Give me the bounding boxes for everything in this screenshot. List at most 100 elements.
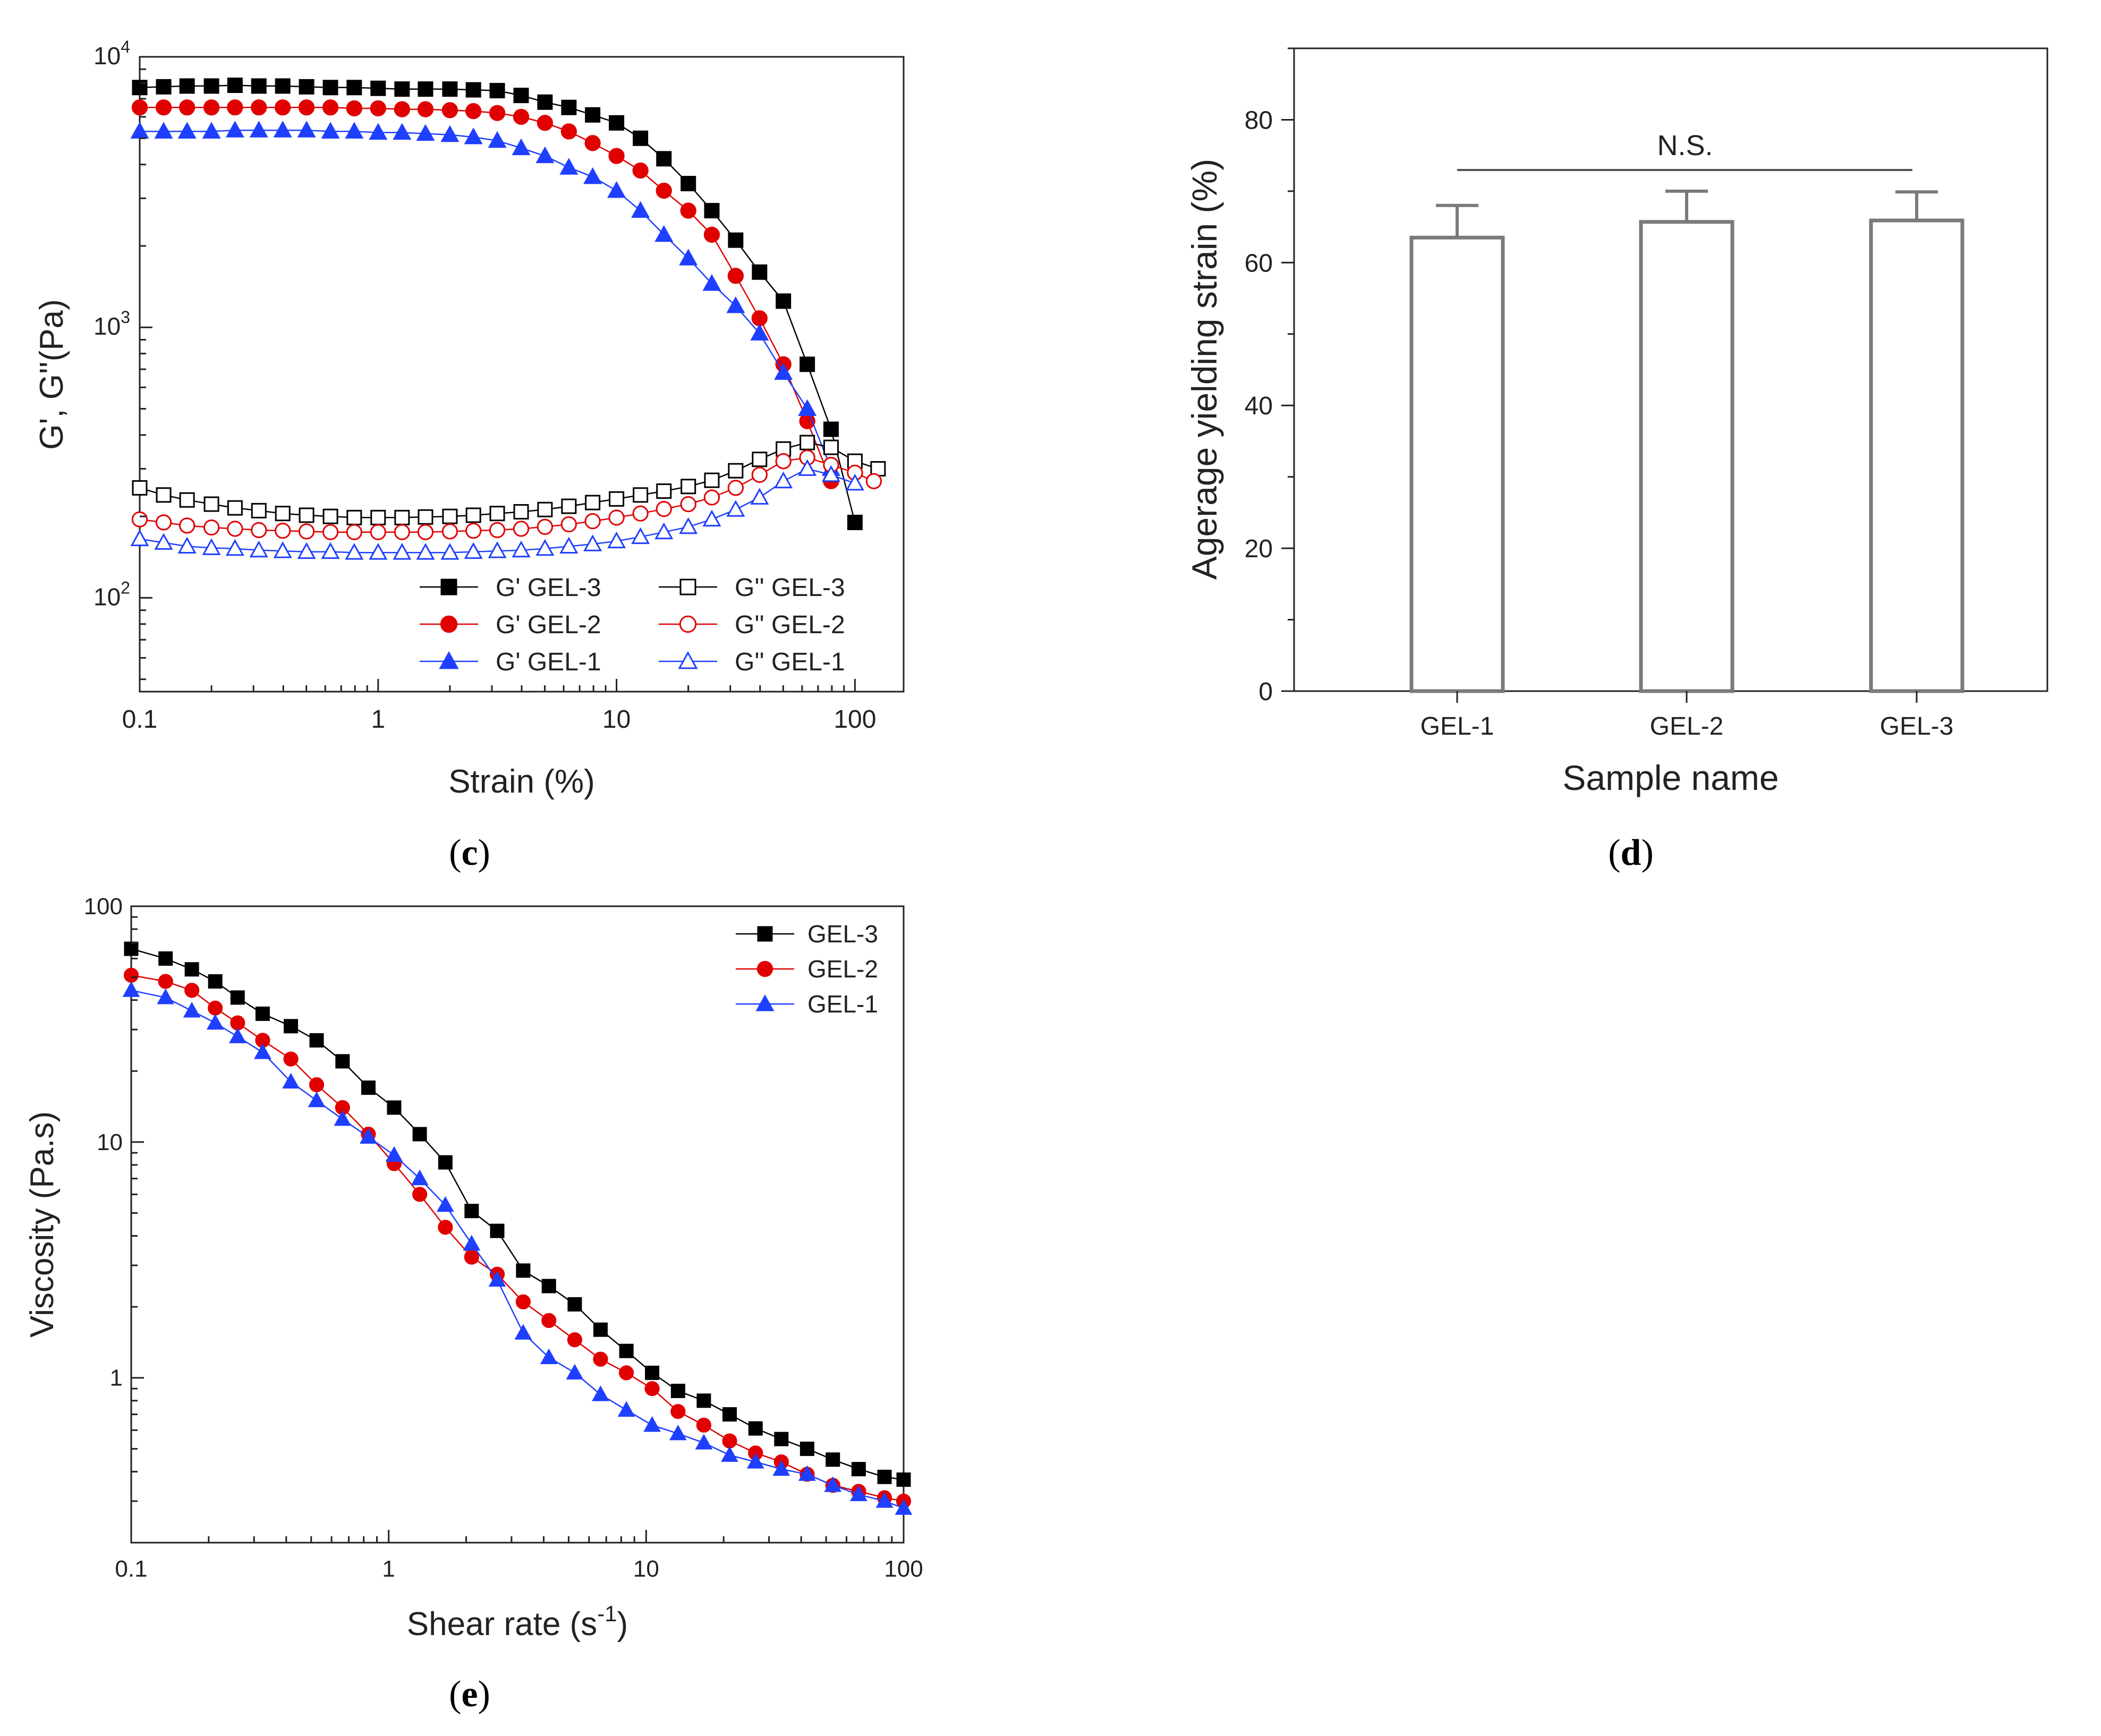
legend-marker [440, 615, 458, 633]
data-point [774, 363, 793, 380]
data-point [387, 1100, 402, 1115]
data-point [702, 509, 721, 527]
panel-letter: c [461, 832, 478, 873]
data-point [608, 148, 625, 164]
data-point [798, 1465, 816, 1481]
data-point [513, 108, 530, 125]
legend-label: G' GEL-3 [496, 574, 601, 602]
data-point [251, 503, 267, 518]
data-point [585, 495, 601, 510]
data-point [703, 226, 720, 243]
data-point [418, 81, 433, 97]
data-point [334, 1110, 352, 1126]
series-line [140, 130, 832, 469]
data-point [370, 524, 386, 540]
data-point [513, 521, 530, 537]
data-point [416, 124, 435, 141]
data-point [298, 523, 315, 540]
data-point [273, 121, 292, 138]
series-gel-3 [124, 941, 911, 1487]
data-point [122, 981, 140, 997]
data-point [157, 988, 175, 1005]
series-line [131, 948, 904, 1480]
series-line [139, 441, 879, 518]
data-point [656, 483, 672, 499]
data-point [561, 99, 577, 115]
data-point [633, 130, 649, 146]
data-point [537, 115, 554, 131]
data-point [282, 1073, 300, 1089]
data-point [155, 99, 172, 116]
data-point [798, 459, 817, 476]
data-point [346, 524, 362, 540]
data-point [465, 103, 482, 120]
data-point [560, 516, 577, 533]
series-line [139, 84, 856, 523]
data-point [750, 324, 769, 341]
data-point [370, 100, 386, 117]
data-point [865, 473, 882, 489]
legend-item-gel-1: GEL-1 [736, 990, 878, 1018]
data-point [727, 480, 744, 496]
data-point [441, 523, 458, 540]
plot-frame [130, 905, 905, 1544]
data-point [154, 533, 173, 550]
data-point [826, 1452, 840, 1467]
data-point [440, 125, 460, 142]
legend: GEL-3 GEL-2 GEL-1 [736, 920, 878, 1018]
y-tick-label: 20 [1245, 535, 1273, 563]
data-point [418, 509, 433, 525]
data-point [345, 543, 364, 560]
series-line [140, 107, 832, 482]
data-point [346, 80, 362, 96]
panel-letter: e [461, 1674, 478, 1715]
y-axis-label: Agerage yielding strain (%) [1185, 159, 1224, 580]
data-point [593, 1351, 608, 1367]
data-point [696, 1417, 712, 1433]
data-point [752, 264, 768, 280]
data-point [559, 537, 579, 554]
x-tick-label: 10 [602, 705, 631, 734]
data-point [464, 1249, 479, 1265]
data-point [535, 146, 555, 164]
data-point [156, 487, 172, 503]
data-point [394, 509, 410, 525]
data-point [751, 466, 768, 483]
data-point [123, 967, 139, 983]
data-point [345, 122, 364, 139]
data-point [177, 122, 197, 139]
legend-item-gdouble-prime-gel-2: G'' GEL-2 [659, 611, 845, 639]
data-point [203, 78, 219, 94]
data-point [512, 138, 531, 156]
data-point [308, 1091, 326, 1108]
data-point [202, 538, 221, 555]
x-tick-label: 10 [633, 1556, 659, 1582]
data-point [393, 123, 412, 140]
data-point [696, 1393, 711, 1408]
data-point [512, 540, 531, 558]
data-point [436, 1196, 454, 1212]
data-point [632, 505, 649, 522]
bar [1639, 220, 1734, 693]
data-point [654, 225, 674, 242]
y-tick-label: 0 [1258, 678, 1273, 706]
series-line [131, 974, 904, 1502]
data-point [489, 522, 506, 539]
data-point [584, 513, 601, 530]
data-point [227, 500, 243, 516]
data-point [179, 492, 195, 508]
data-point [412, 1127, 427, 1142]
data-point [249, 121, 268, 138]
y-tick-label: 40 [1245, 392, 1273, 420]
data-point [895, 1499, 913, 1515]
data-point [850, 1485, 867, 1501]
panel-letter: d [1621, 832, 1641, 873]
data-point [632, 162, 649, 179]
data-point [369, 123, 388, 140]
data-point [695, 1434, 713, 1450]
y-tick-label: 10 [97, 1129, 123, 1155]
panel-e-viscosity-chart: GEL-3 GEL-2 GEL-1 0.1 1 10 100 1 10 100 Shear ra… [24, 893, 923, 1715]
legend-item-gprime-gel-2: G' GEL-2 [420, 611, 601, 639]
data-point [537, 94, 553, 110]
